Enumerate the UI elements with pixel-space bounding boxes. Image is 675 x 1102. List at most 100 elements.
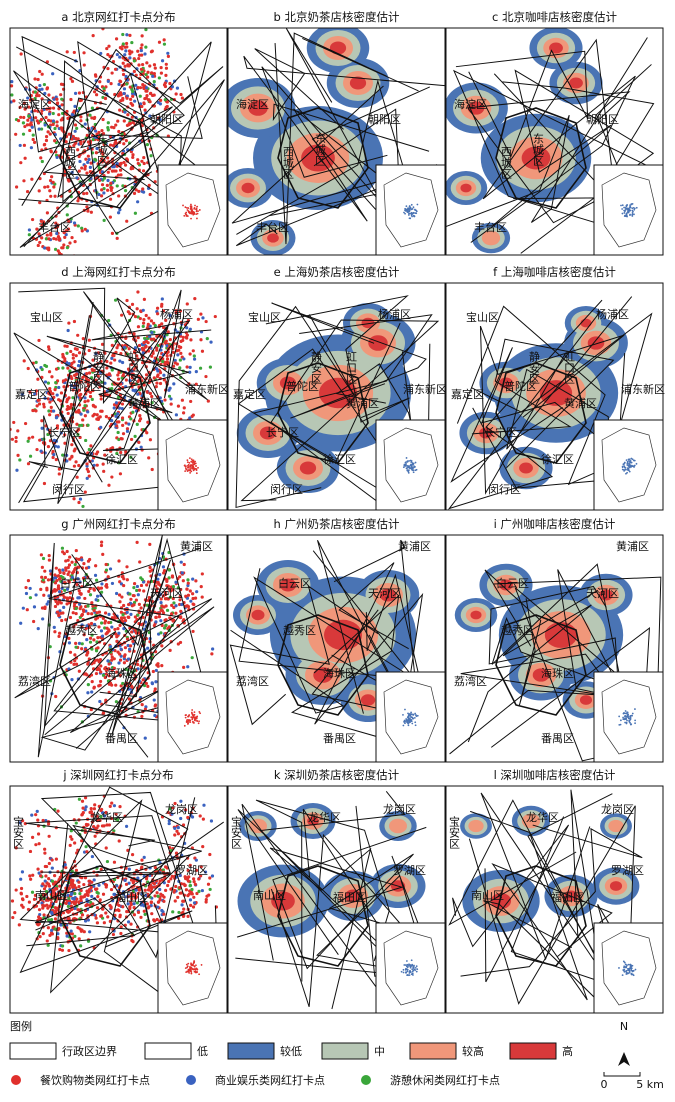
poi-dot	[153, 376, 156, 379]
inset-dot	[629, 716, 631, 718]
inset-dot	[626, 972, 628, 974]
poi-dot	[164, 341, 167, 344]
poi-dot	[40, 576, 43, 579]
poi-dot	[162, 571, 165, 574]
district-label: 南山区	[253, 889, 286, 902]
poi-dot	[36, 119, 39, 122]
poi-dot	[127, 603, 130, 606]
inset-dot	[631, 215, 633, 217]
poi-dot	[193, 297, 196, 300]
district-label: 西城区	[64, 146, 77, 179]
poi-dot	[183, 563, 186, 566]
inset-dot	[628, 964, 630, 966]
district-label: 普陀区	[68, 379, 101, 393]
legend-label: 低	[197, 1045, 208, 1058]
poi-dot	[125, 82, 128, 85]
poi-dot	[30, 178, 33, 181]
inset-dot	[191, 965, 193, 967]
inset-dot	[201, 964, 203, 966]
poi-dot	[41, 160, 44, 163]
poi-dot	[148, 566, 151, 569]
poi-dot	[119, 173, 122, 176]
poi-dot	[141, 187, 144, 190]
district-label: 普陀区	[286, 379, 319, 393]
poi-dot	[154, 620, 157, 623]
poi-dot	[197, 877, 200, 880]
poi-dot	[44, 576, 47, 579]
inset-dot	[185, 717, 187, 719]
poi-dot	[28, 901, 31, 904]
poi-dot	[53, 588, 56, 591]
poi-dot	[150, 50, 153, 53]
poi-dot	[20, 52, 23, 55]
poi-dot	[166, 609, 169, 612]
inset-dot	[411, 204, 413, 206]
poi-dot	[59, 612, 62, 615]
inset-dot	[403, 964, 405, 966]
poi-dot	[90, 612, 93, 615]
poi-dot	[110, 475, 113, 478]
poi-dot	[124, 619, 127, 622]
density-zone	[252, 610, 265, 620]
inset-dot	[185, 213, 187, 215]
poi-dot	[149, 570, 152, 573]
poi-dot	[15, 436, 18, 439]
poi-dot	[111, 446, 114, 449]
poi-dot	[160, 303, 163, 306]
poi-dot	[43, 364, 46, 367]
poi-dot	[73, 907, 76, 910]
poi-dot	[66, 367, 69, 370]
inset-dot	[623, 712, 625, 714]
inset-dot	[630, 724, 632, 726]
district-label: 宝山区	[466, 310, 499, 324]
poi-dot	[48, 413, 51, 416]
density-zone	[580, 319, 591, 328]
poi-dot	[73, 221, 76, 224]
poi-dot	[172, 382, 175, 385]
poi-dot	[108, 373, 111, 376]
poi-dot	[133, 100, 136, 103]
poi-dot	[92, 138, 95, 141]
poi-dot	[181, 571, 184, 574]
density-zone	[242, 183, 255, 193]
poi-dot	[188, 893, 191, 896]
poi-dot	[169, 397, 172, 400]
poi-dot	[43, 852, 46, 855]
poi-dot	[147, 905, 150, 908]
poi-dot	[147, 317, 150, 320]
poi-dot	[149, 193, 152, 196]
inset-dot	[411, 723, 413, 725]
poi-dot	[117, 661, 120, 664]
inset-frame	[376, 165, 445, 255]
poi-dot	[177, 832, 180, 835]
poi-dot	[51, 879, 54, 882]
poi-dot	[141, 63, 144, 66]
poi-dot	[186, 302, 189, 305]
poi-dot	[61, 949, 64, 952]
poi-dot	[161, 297, 164, 300]
poi-dot	[189, 884, 192, 887]
poi-dot	[116, 412, 119, 415]
inset-dot	[193, 965, 195, 967]
legend-label: 较高	[462, 1044, 484, 1058]
poi-dot	[105, 586, 108, 589]
poi-dot	[106, 53, 109, 56]
poi-dot	[181, 900, 184, 903]
panel-title: k 深圳奶茶店核密度估计	[274, 768, 400, 782]
poi-dot	[66, 405, 69, 408]
poi-dot	[28, 228, 31, 231]
poi-dot	[144, 45, 147, 48]
poi-dot	[29, 878, 32, 881]
poi-dot	[47, 382, 50, 385]
inset-dot	[628, 721, 630, 723]
inset-dot	[629, 970, 631, 972]
poi-dot	[89, 444, 92, 447]
district-label: 荔湾区	[236, 674, 269, 688]
inset-dot	[187, 721, 189, 723]
density-zone	[267, 233, 279, 242]
poi-dot	[44, 865, 47, 868]
inset-dot	[189, 721, 191, 723]
inset-dot	[415, 967, 417, 969]
poi-dot	[176, 896, 179, 899]
inset-dot	[413, 965, 415, 967]
